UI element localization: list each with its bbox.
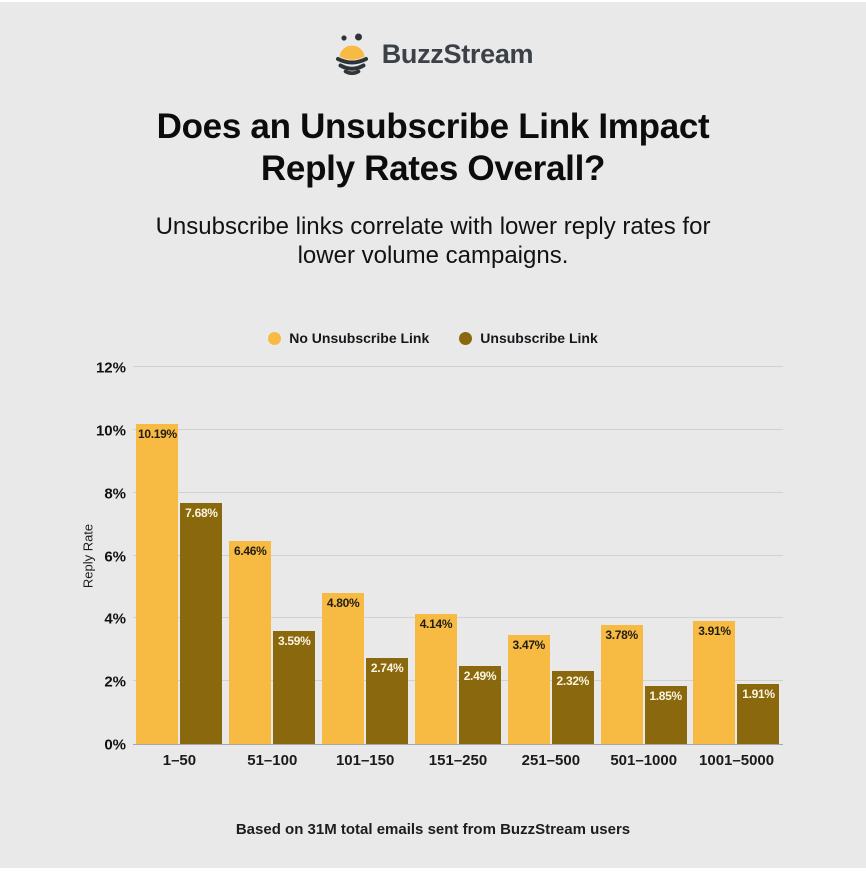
- subtitle-line-1: Unsubscribe links correlate with lower r…: [155, 213, 711, 240]
- gridline: [133, 491, 783, 493]
- bar-value-label: 2.74%: [370, 660, 404, 675]
- title-line-2: Reply Rates Overall?: [260, 149, 606, 188]
- gridline: [133, 554, 783, 556]
- x-axis-label: 1001–5000: [699, 752, 775, 769]
- footer-note: Based on 31M total emails sent from Buzz…: [235, 821, 631, 838]
- bar-group: 10.19% 7.68%: [136, 368, 223, 744]
- gridline: [133, 366, 783, 367]
- x-axis-labels: 1–50 51–100 101–150 151–250 251–500 501–1000 1…: [133, 752, 783, 769]
- legend-label: Unsubscribe Link: [480, 330, 598, 346]
- x-axis-label: 151–250: [428, 752, 488, 769]
- logo-text: BuzzStream: [381, 38, 534, 69]
- y-axis-ticks: 0% 2% 4% 6% 8% 10% 12%: [0, 360, 126, 754]
- gridline: [133, 617, 783, 619]
- bar-group: 6.46% 3.59%: [229, 368, 316, 744]
- bar: 7.68%: [180, 502, 223, 744]
- legend-dot-no-unsubscribe: [268, 331, 282, 345]
- top-edge-strip: [0, 0, 866, 2]
- y-tick-label: 12%: [95, 359, 126, 377]
- bar: 3.78%: [600, 625, 643, 744]
- bar: 3.47%: [507, 634, 550, 744]
- bar: 2.49%: [458, 665, 501, 744]
- y-tick-label: 8%: [104, 485, 126, 503]
- title-line-1: Does an Unsubscribe Link Impact: [156, 107, 710, 146]
- bar-group: 3.91% 1.91%: [693, 368, 780, 744]
- y-tick-label: 6%: [104, 548, 126, 565]
- x-axis-label: 101–150: [335, 752, 395, 769]
- bar-value-label: 4.80%: [326, 596, 360, 611]
- bar: 3.59%: [273, 631, 316, 744]
- legend-item-no-unsubscribe: No Unsubscribe Link: [268, 330, 429, 346]
- bar-group: 3.47% 2.32%: [507, 368, 594, 744]
- bar-group: 4.80% 2.74%: [322, 368, 409, 744]
- x-axis-label: 51–100: [247, 752, 298, 769]
- y-tick-label: 2%: [104, 673, 126, 691]
- bar: 10.19%: [136, 423, 179, 744]
- bar: 2.32%: [551, 671, 594, 744]
- gridline: [133, 680, 783, 682]
- bar-value-label: 3.47%: [512, 637, 546, 652]
- bar: 2.74%: [366, 657, 409, 744]
- bar-group: 3.78% 1.85%: [600, 368, 687, 744]
- x-axis-label: 1–50: [162, 752, 197, 769]
- legend-label: No Unsubscribe Link: [289, 330, 430, 346]
- bar-value-label: 4.14%: [419, 616, 453, 631]
- x-axis-label: 251–500: [521, 752, 581, 769]
- bar: 6.46%: [229, 541, 272, 744]
- y-tick-label: 0%: [104, 736, 126, 754]
- x-axis-label: 501–1000: [610, 752, 678, 769]
- page-subtitle: Unsubscribe links correlate with lower r…: [0, 212, 866, 271]
- subtitle-line-2: lower volume campaigns.: [297, 242, 569, 270]
- legend-item-unsubscribe: Unsubscribe Link: [459, 330, 598, 346]
- bar: 4.14%: [414, 613, 457, 744]
- bar-value-label: 3.91%: [698, 624, 731, 639]
- buzzstream-logo: BuzzStream: [0, 33, 866, 75]
- bar-value-label: 2.49%: [463, 668, 497, 683]
- legend-dot-unsubscribe: [459, 331, 473, 345]
- y-tick-label: 4%: [104, 610, 126, 628]
- gridline: [133, 428, 783, 430]
- bar-value-label: 7.68%: [185, 505, 218, 520]
- chart-legend: No Unsubscribe Link Unsubscribe Link: [0, 330, 866, 346]
- bar-value-label: 3.59%: [278, 634, 311, 649]
- bar: 4.80%: [322, 593, 365, 744]
- bar-group: 4.14% 2.49%: [414, 368, 501, 744]
- bar-value-label: 1.91%: [742, 687, 775, 701]
- bar-value-label: 2.32%: [556, 674, 590, 689]
- page-title: Does an Unsubscribe Link Impact Reply Ra…: [0, 106, 866, 190]
- bottom-edge-strip: [0, 868, 866, 873]
- bar-value-label: 10.19%: [137, 426, 177, 441]
- bar-value-label: 6.46%: [234, 544, 267, 559]
- bar: 1.85%: [644, 685, 687, 744]
- bee-icon: [335, 33, 368, 75]
- bar-value-label: 3.78%: [605, 628, 638, 643]
- bar: 3.91%: [693, 621, 736, 744]
- bar: 1.91%: [737, 684, 780, 744]
- plot-area: 10.19% 7.68% 6.46% 3.59% 4.80% 2.74% 4.14% 2.49…: [133, 366, 783, 745]
- y-tick-label: 10%: [95, 422, 126, 440]
- bar-value-label: 1.85%: [649, 688, 682, 703]
